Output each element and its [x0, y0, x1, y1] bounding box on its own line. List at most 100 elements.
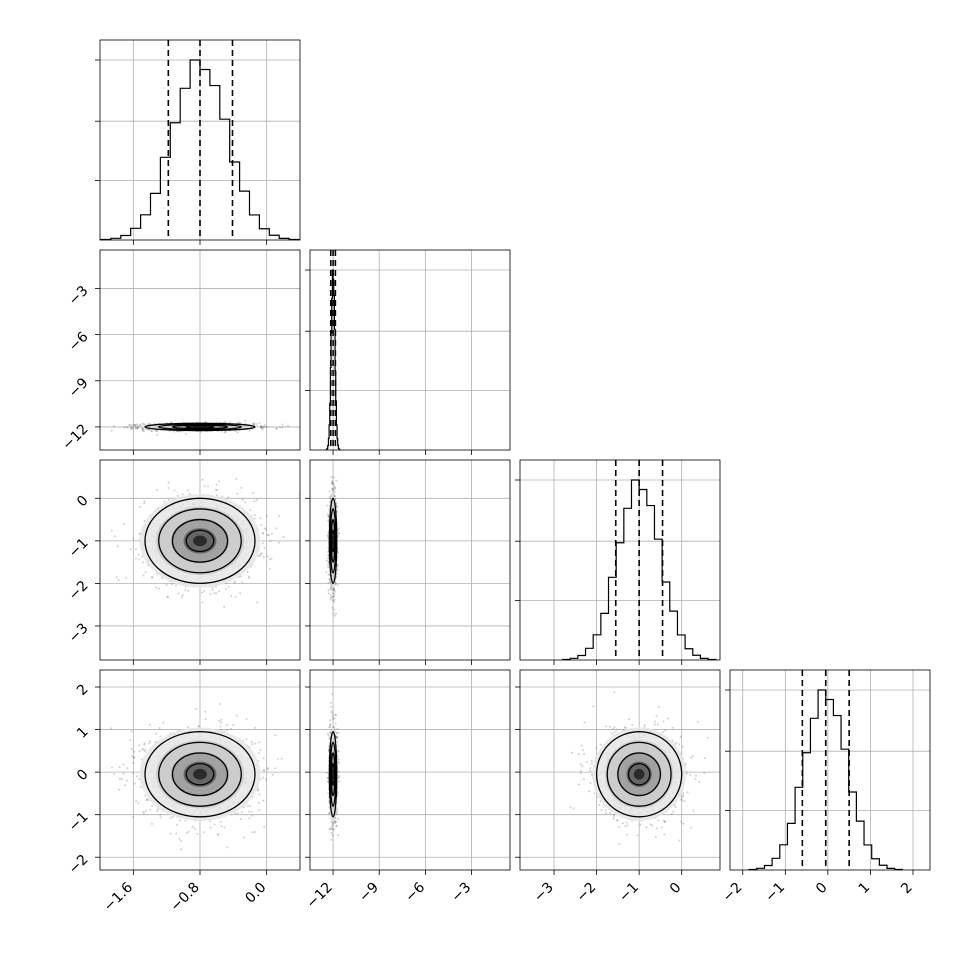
sample-point [151, 576, 154, 579]
sample-point [209, 826, 212, 829]
sample-point [336, 505, 338, 508]
sample-point [139, 423, 142, 426]
sample-point [131, 427, 134, 430]
sample-point [331, 488, 334, 491]
sample-point [133, 423, 135, 426]
sample-point [139, 506, 142, 508]
sample-point [126, 426, 129, 429]
sample-point [230, 728, 233, 730]
sample-point [267, 534, 270, 537]
sample-point [135, 548, 137, 551]
sample-point [141, 429, 144, 432]
sample-point [129, 425, 132, 428]
sample-point [262, 532, 265, 535]
sample-point [260, 426, 263, 428]
contour-1 [171, 518, 229, 563]
sample-point [188, 492, 191, 495]
sample-point [138, 558, 141, 561]
sample-point [216, 832, 219, 835]
sample-point [327, 563, 330, 566]
sample-point [262, 425, 265, 428]
sample-point [258, 741, 260, 744]
sample-point [187, 589, 190, 592]
sample-point [328, 578, 331, 581]
sample-point [204, 718, 207, 721]
histogram-panel-2 [515, 459, 721, 665]
sample-point [143, 500, 146, 503]
sample-point [145, 799, 148, 802]
sample-point [134, 782, 136, 785]
sample-point [249, 509, 252, 512]
sample-point [221, 495, 224, 498]
sample-point [136, 425, 139, 428]
sample-point [329, 497, 332, 500]
sample-point [134, 427, 137, 430]
sample-point [330, 488, 333, 491]
sample-point [236, 421, 239, 424]
sample-point [113, 773, 116, 775]
sample-point [331, 483, 334, 486]
sample-point [149, 422, 151, 425]
sample-point [337, 532, 340, 535]
sample-point [145, 810, 148, 812]
sample-point [143, 502, 146, 505]
sample-point [256, 498, 259, 501]
sample-point [256, 601, 259, 604]
sample-point [334, 614, 336, 617]
sample-point [259, 424, 262, 427]
sample-point [266, 555, 269, 558]
sample-point [261, 542, 264, 545]
sample-point [151, 430, 153, 433]
scatter-panel-0-1 [95, 249, 301, 455]
sample-point [260, 427, 263, 430]
sample-point [215, 592, 218, 595]
sample-point [334, 590, 336, 593]
sample-point [279, 426, 282, 429]
sample-point [215, 483, 218, 486]
contour-2 [158, 423, 242, 431]
sample-point [333, 485, 336, 488]
sample-point [234, 596, 237, 599]
sample-point [329, 596, 332, 599]
sample-point [275, 527, 278, 530]
sample-point [266, 515, 268, 518]
panel-frame [99, 249, 301, 451]
sample-point [332, 476, 335, 479]
scatter-panel-0-2 [95, 459, 301, 665]
sample-point [135, 557, 137, 560]
sample-point [230, 595, 233, 597]
sample-point [148, 742, 151, 745]
sample-point [329, 593, 332, 596]
sample-point [327, 554, 330, 557]
sample-point [177, 495, 179, 497]
sample-point [332, 612, 335, 615]
panel-frame [519, 459, 721, 661]
sample-point [219, 721, 222, 724]
sample-point [209, 593, 212, 595]
sample-point [216, 489, 219, 491]
sample-point [277, 515, 280, 518]
sample-point [329, 493, 332, 496]
sample-point [336, 563, 339, 566]
sample-point [150, 429, 153, 432]
sample-point [187, 726, 190, 729]
sample-point [336, 584, 339, 587]
sample-point [334, 487, 337, 490]
contour-2 [158, 508, 242, 574]
sample-point [156, 810, 158, 813]
sample-point [201, 591, 204, 594]
sample-point [329, 598, 332, 601]
sample-point [333, 592, 336, 595]
sample-point [142, 574, 145, 577]
sample-point [179, 819, 181, 822]
sample-point [211, 588, 214, 591]
panel-content [110, 419, 290, 436]
sample-point [123, 426, 125, 429]
sample-point [235, 714, 238, 717]
sample-point [220, 430, 223, 433]
sample-point [332, 589, 335, 592]
sample-point [110, 429, 113, 432]
sample-point [270, 532, 273, 535]
sample-point [331, 480, 334, 483]
sample-point [155, 586, 158, 589]
